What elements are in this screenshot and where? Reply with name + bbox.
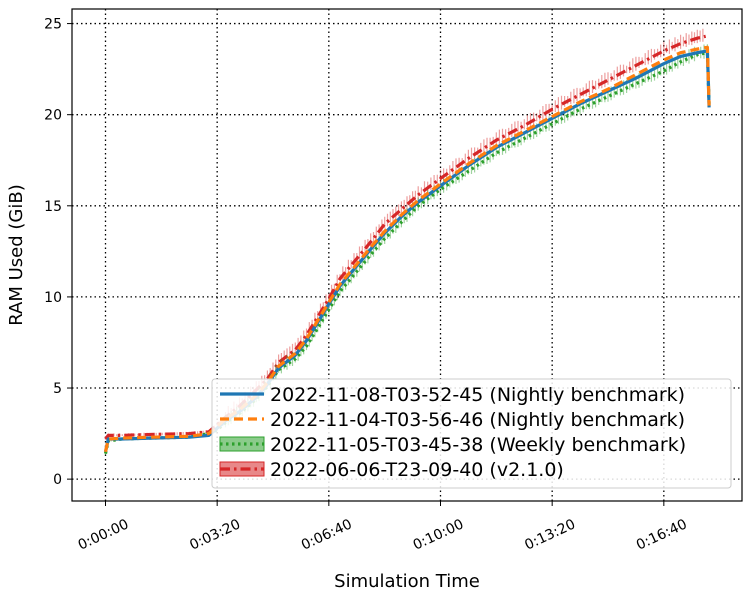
legend-label: 2022-06-06-T23-09-40 (v2.1.0)	[270, 459, 564, 481]
legend-label: 2022-11-08-T03-52-45 (Nightly benchmark)	[270, 384, 685, 406]
y-tick-label: 25	[44, 17, 62, 33]
y-tick-label: 15	[44, 199, 62, 215]
legend-label: 2022-11-05-T03-45-38 (Weekly benchmark)	[270, 434, 686, 456]
plot-frame	[71, 8, 743, 502]
legend-label: 2022-11-04-T03-56-46 (Nightly benchmark)	[270, 409, 685, 431]
y-tick-label: 5	[53, 381, 62, 397]
y-tick-label: 10	[44, 290, 62, 306]
y-tick-label: 0	[53, 472, 62, 488]
y-axis-label: RAM Used (GiB)	[6, 184, 27, 325]
legend: 2022-11-08-T03-52-45 (Nightly benchmark)…	[211, 378, 732, 489]
legend-box	[211, 378, 732, 489]
x-axis-label: Simulation Time	[334, 571, 480, 592]
y-tick-label: 20	[44, 108, 62, 124]
series-line	[103, 45, 711, 453]
